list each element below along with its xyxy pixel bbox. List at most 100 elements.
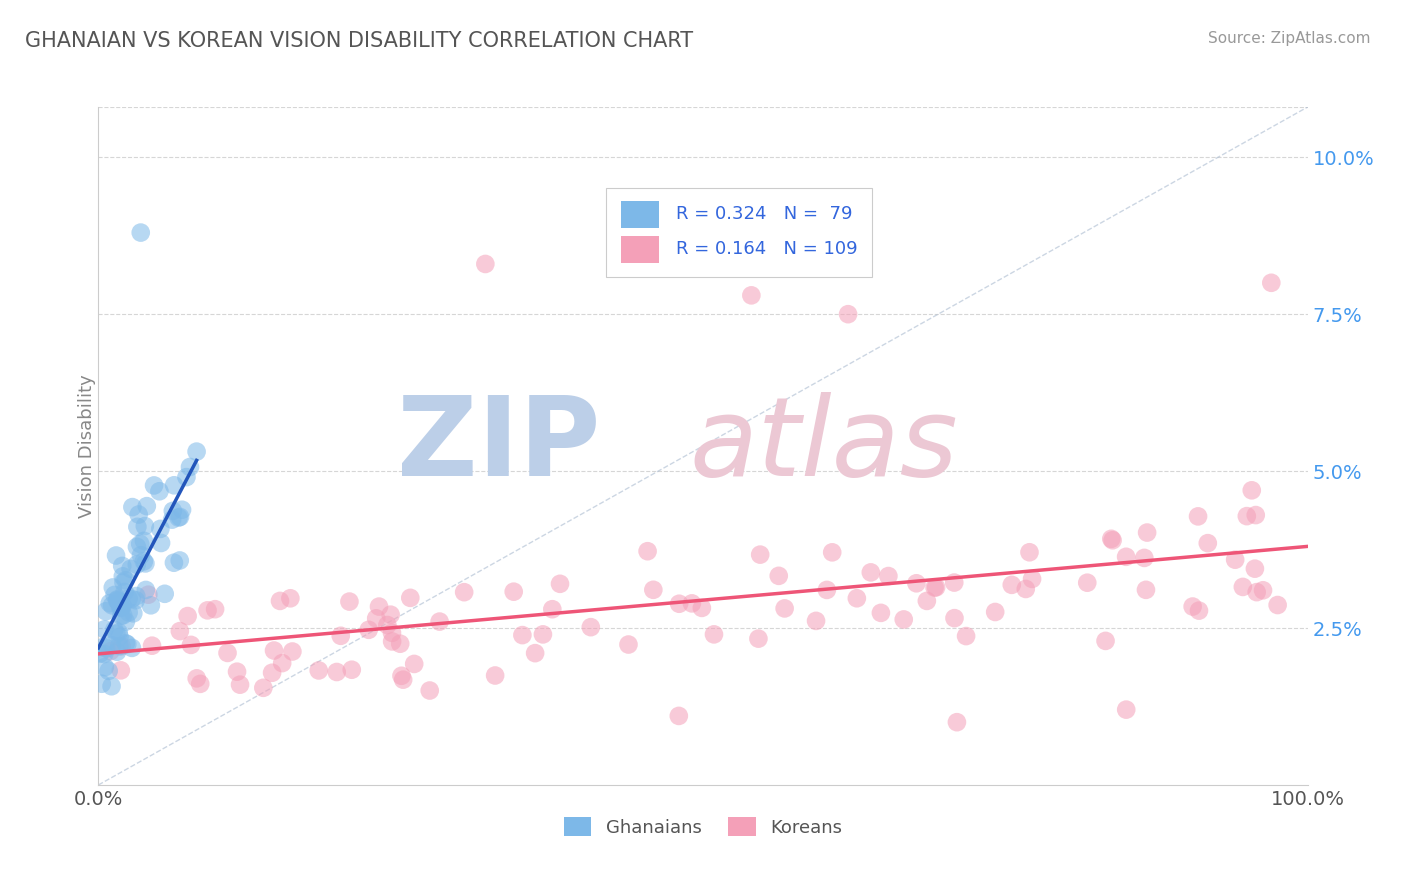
Koreans: [984, 605, 1007, 619]
Koreans: [404, 657, 426, 671]
Ghanaians: [103, 623, 125, 637]
Koreans: [821, 545, 844, 559]
Koreans: [281, 644, 304, 658]
Koreans: [1021, 572, 1043, 586]
Ghanaians: [135, 582, 157, 597]
Ghanaians: [117, 606, 139, 620]
Ghanaians: [135, 499, 157, 513]
Ghanaians: [114, 636, 136, 650]
Koreans: [111, 639, 134, 653]
Ghanaians: [132, 554, 155, 568]
Text: Source: ZipAtlas.com: Source: ZipAtlas.com: [1208, 31, 1371, 46]
Koreans: [1135, 582, 1157, 597]
Koreans: [169, 624, 191, 639]
Ghanaians: [105, 549, 128, 563]
Koreans: [252, 681, 274, 695]
Koreans: [1232, 580, 1254, 594]
Ghanaians: [94, 660, 117, 674]
Ghanaians: [169, 553, 191, 567]
Koreans: [943, 575, 966, 590]
Koreans: [197, 603, 219, 617]
Koreans: [870, 606, 893, 620]
Koreans: [617, 638, 640, 652]
Ghanaians: [125, 589, 148, 603]
Koreans: [186, 671, 208, 685]
Koreans: [924, 581, 946, 595]
Ghanaians: [108, 597, 131, 611]
Ghanaians: [97, 664, 120, 678]
Koreans: [429, 615, 451, 629]
Koreans: [668, 709, 690, 723]
Ghanaians: [139, 599, 162, 613]
Koreans: [1187, 509, 1209, 524]
Koreans: [548, 577, 571, 591]
Koreans: [141, 639, 163, 653]
Koreans: [1240, 483, 1263, 498]
Koreans: [1018, 545, 1040, 559]
FancyBboxPatch shape: [621, 235, 659, 263]
Koreans: [262, 665, 284, 680]
Ghanaians: [112, 575, 135, 590]
Ghanaians: [150, 536, 173, 550]
Koreans: [541, 602, 564, 616]
Koreans: [915, 594, 938, 608]
Ghanaians: [125, 540, 148, 554]
Ghanaians: [179, 460, 201, 475]
Koreans: [859, 566, 882, 580]
Ghanaians: [118, 591, 141, 606]
Ghanaians: [107, 592, 129, 607]
Koreans: [1115, 703, 1137, 717]
Koreans: [502, 584, 524, 599]
Koreans: [905, 576, 928, 591]
Ghanaians: [149, 522, 172, 536]
Ghanaians: [121, 640, 143, 655]
Koreans: [419, 683, 441, 698]
Koreans: [1197, 536, 1219, 550]
Koreans: [217, 646, 239, 660]
Koreans: [381, 625, 404, 640]
Ghanaians: [163, 556, 186, 570]
Ghanaians: [101, 581, 124, 595]
Ghanaians: [110, 608, 132, 623]
Koreans: [389, 637, 412, 651]
Ghanaians: [105, 645, 128, 659]
Ghanaians: [105, 627, 128, 641]
Ghanaians: [160, 513, 183, 527]
Koreans: [329, 629, 352, 643]
Text: R = 0.324   N =  79: R = 0.324 N = 79: [676, 205, 853, 223]
Ghanaians: [114, 615, 136, 629]
Ghanaians: [170, 502, 193, 516]
Koreans: [229, 678, 252, 692]
Koreans: [453, 585, 475, 599]
Ghanaians: [162, 504, 184, 518]
Ghanaians: [128, 508, 150, 522]
Koreans: [1244, 508, 1267, 522]
Koreans: [1001, 578, 1024, 592]
Ghanaians: [132, 533, 155, 548]
Ghanaians: [108, 630, 131, 644]
Ghanaians: [186, 444, 208, 458]
Ghanaians: [93, 647, 115, 661]
Ghanaians: [110, 599, 132, 614]
Koreans: [188, 677, 211, 691]
FancyBboxPatch shape: [621, 201, 659, 227]
Ghanaians: [100, 679, 122, 693]
Koreans: [637, 544, 659, 558]
Ghanaians: [120, 562, 142, 576]
Ghanaians: [93, 623, 115, 637]
Koreans: [271, 656, 294, 670]
Koreans: [955, 629, 977, 643]
Koreans: [280, 591, 302, 606]
Ghanaians: [107, 593, 129, 607]
Ghanaians: [94, 604, 117, 618]
Koreans: [643, 582, 665, 597]
Koreans: [845, 591, 868, 606]
Ghanaians: [101, 599, 124, 613]
Ghanaians: [134, 519, 156, 533]
Koreans: [1076, 575, 1098, 590]
Ghanaians: [121, 500, 143, 515]
Koreans: [226, 665, 249, 679]
Ghanaians: [143, 478, 166, 492]
Koreans: [668, 597, 690, 611]
Koreans: [703, 627, 725, 641]
